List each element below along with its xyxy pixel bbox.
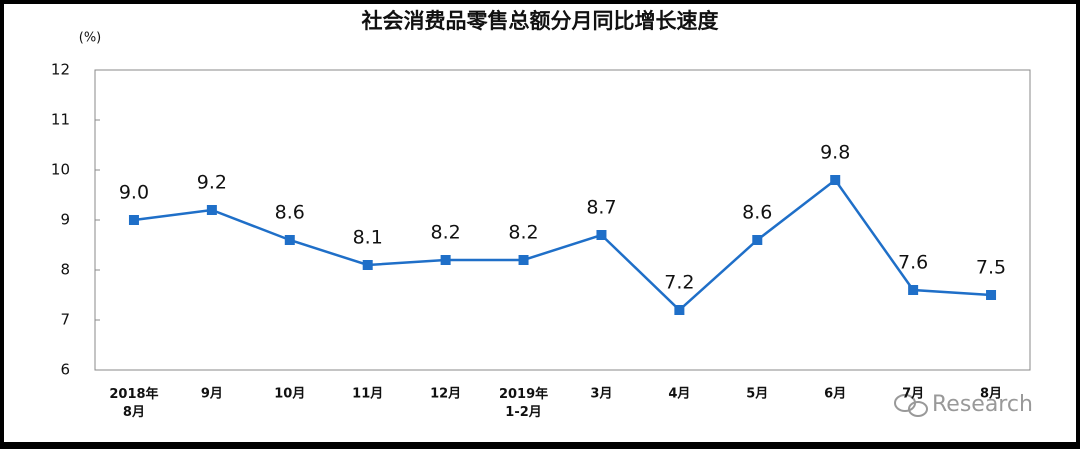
- y-tick-label: 11: [51, 111, 70, 129]
- marker: [440, 255, 451, 265]
- x-tick-label: 10月: [274, 387, 305, 402]
- data-label: 8.2: [508, 222, 538, 244]
- watermark: Research: [932, 392, 1033, 417]
- line: [133, 178, 992, 312]
- x-tick-label: 7月: [902, 387, 924, 402]
- marker: [128, 215, 139, 225]
- x-tick-label: 11月: [352, 387, 383, 402]
- data-label: 7.6: [898, 252, 928, 274]
- x-tick-label: 12月: [430, 387, 461, 402]
- chart-background: [4, 4, 1076, 442]
- marker: [986, 290, 997, 300]
- marker: [674, 305, 685, 315]
- marker: [518, 255, 529, 265]
- x-tick-label: 3月: [590, 387, 612, 402]
- data-label: 9.0: [119, 182, 149, 204]
- data-label: 8.2: [431, 222, 461, 244]
- x-tick-label: 5月: [746, 387, 768, 402]
- data-label: 8.6: [742, 202, 772, 224]
- data-label: 7.5: [976, 257, 1006, 279]
- watermark-icon: [894, 394, 928, 417]
- marker: [908, 285, 919, 295]
- marker: [752, 235, 763, 245]
- x-tick-label: 8月: [980, 387, 1002, 402]
- chart-title: 社会消费品零售总额分月同比增长速度: [361, 9, 719, 33]
- y-tick-label: 8: [60, 261, 70, 279]
- marker: [596, 230, 607, 240]
- data-label: 8.1: [353, 227, 383, 249]
- y-tick-label: 7: [60, 311, 70, 329]
- marker: [830, 175, 841, 185]
- y-tick-label: 12: [51, 61, 70, 79]
- y-axis-unit: (%): [79, 31, 102, 46]
- marker: [206, 205, 217, 215]
- y-tick-label: 9: [60, 211, 70, 229]
- x-tick-label: 6月: [824, 387, 846, 402]
- x-tick-label: 4月: [668, 387, 690, 402]
- y-tick-label: 6: [60, 361, 70, 379]
- data-label: 9.2: [197, 172, 227, 194]
- marker: [284, 235, 295, 245]
- data-label: 9.8: [820, 142, 850, 164]
- data-label: 8.7: [586, 197, 616, 219]
- data-label: 8.6: [275, 202, 305, 224]
- x-tick-label: 2019年 1-2月: [499, 386, 548, 420]
- marker: [362, 260, 373, 270]
- x-tick-label: 9月: [201, 387, 223, 402]
- y-tick-label: 10: [51, 161, 70, 179]
- data-label: 7.2: [664, 272, 694, 294]
- x-tick-label: 2018年 8月: [109, 386, 158, 420]
